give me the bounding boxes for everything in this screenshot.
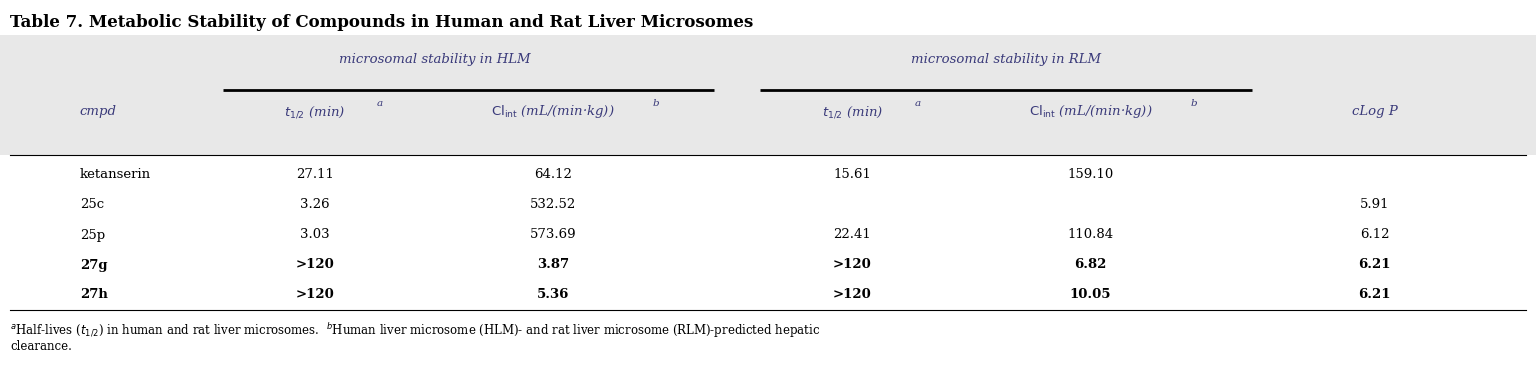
Text: 159.10: 159.10 [1068, 168, 1114, 181]
Text: $\mathrm{Cl_{int}}$ (mL/(min·kg)): $\mathrm{Cl_{int}}$ (mL/(min·kg)) [492, 104, 614, 120]
Text: 64.12: 64.12 [535, 168, 571, 181]
Text: a: a [376, 99, 382, 108]
Text: 22.41: 22.41 [834, 228, 871, 241]
Text: 110.84: 110.84 [1068, 228, 1114, 241]
Text: microsomal stability in HLM: microsomal stability in HLM [339, 53, 530, 66]
Text: 15.61: 15.61 [834, 168, 871, 181]
Text: $t_{1/2}$ (min): $t_{1/2}$ (min) [822, 104, 883, 120]
Text: $^{a}$Half-lives ($t_{1/2}$) in human and rat liver microsomes.  $^{b}$Human liv: $^{a}$Half-lives ($t_{1/2}$) in human an… [11, 322, 820, 340]
Text: >120: >120 [833, 259, 872, 272]
Text: 5.36: 5.36 [536, 288, 570, 301]
Text: 27g: 27g [80, 259, 108, 272]
Text: 10.05: 10.05 [1069, 288, 1112, 301]
Text: a: a [914, 99, 920, 108]
Text: >120: >120 [295, 288, 335, 301]
Text: 27h: 27h [80, 288, 108, 301]
Text: 3.03: 3.03 [300, 228, 330, 241]
Bar [0, 35, 1536, 155]
Text: $t_{1/2}$ (min): $t_{1/2}$ (min) [284, 104, 346, 120]
Text: 6.82: 6.82 [1074, 259, 1107, 272]
Text: 532.52: 532.52 [530, 199, 576, 212]
Text: 6.12: 6.12 [1359, 228, 1390, 241]
Text: 25c: 25c [80, 199, 104, 212]
Text: 3.87: 3.87 [538, 259, 568, 272]
Text: 27.11: 27.11 [296, 168, 333, 181]
Text: 6.21: 6.21 [1358, 288, 1392, 301]
Text: microsomal stability in RLM: microsomal stability in RLM [911, 53, 1101, 66]
Text: b: b [1190, 99, 1197, 108]
Text: 25p: 25p [80, 228, 104, 241]
Text: ketanserin: ketanserin [80, 168, 151, 181]
Text: >120: >120 [295, 259, 335, 272]
Text: >120: >120 [833, 288, 872, 301]
Text: cLog P: cLog P [1352, 105, 1398, 118]
Text: Table 7. Metabolic Stability of Compounds in Human and Rat Liver Microsomes: Table 7. Metabolic Stability of Compound… [11, 14, 753, 31]
Text: b: b [653, 99, 659, 108]
Text: clearance.: clearance. [11, 340, 72, 353]
Text: 5.91: 5.91 [1359, 199, 1390, 212]
Text: 3.26: 3.26 [300, 199, 330, 212]
Text: 573.69: 573.69 [530, 228, 576, 241]
Text: 6.21: 6.21 [1358, 259, 1392, 272]
Text: cmpd: cmpd [80, 105, 117, 118]
Text: $\mathrm{Cl_{int}}$ (mL/(min·kg)): $\mathrm{Cl_{int}}$ (mL/(min·kg)) [1029, 104, 1152, 120]
